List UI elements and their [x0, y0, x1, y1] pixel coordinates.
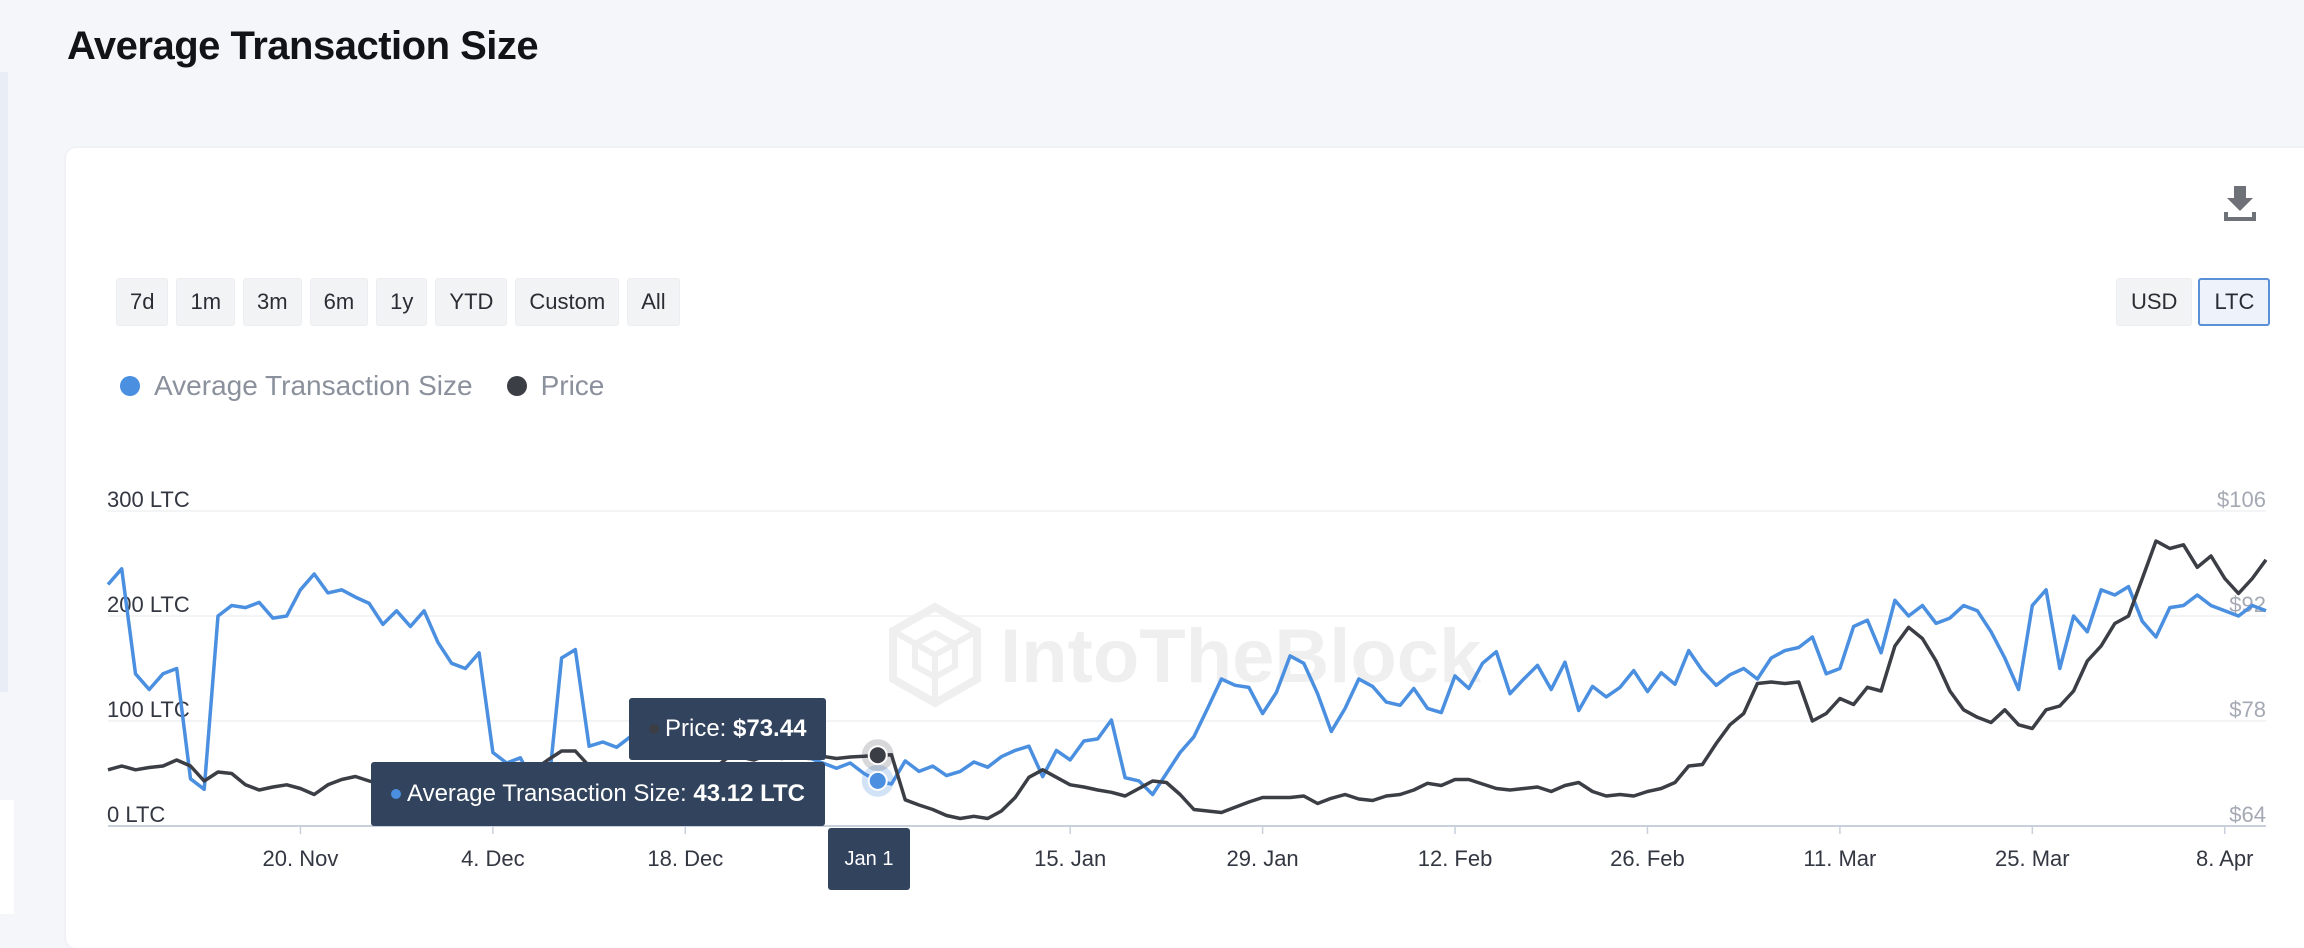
tooltip-price-value: $73.44: [733, 715, 807, 742]
unit-selector: USD LTC: [2116, 278, 2271, 326]
x-tick-label: 11. Mar: [1803, 846, 1876, 871]
y-left-tick-label: 100 LTC: [107, 697, 190, 722]
y-axis-left: 0 LTC 100 LTC 200 LTC 300 LTC: [107, 487, 190, 827]
x-tick-label: 25. Mar: [1995, 846, 2070, 871]
range-button-all[interactable]: All: [627, 278, 680, 326]
y-right-tick-label: $78: [2229, 697, 2266, 722]
y-left-tick-label: 200 LTC: [107, 592, 190, 617]
range-button-3m[interactable]: 3m: [243, 278, 302, 326]
y-right-tick-label: $106: [2217, 487, 2266, 512]
y-right-tick-label: $64: [2229, 802, 2266, 827]
unit-button-usd[interactable]: USD: [2116, 278, 2193, 326]
x-tick-label: 29. Jan: [1227, 846, 1299, 871]
x-axis: 20. Nov 4. Dec 18. Dec 15. Jan 29. Jan 12. Fe…: [263, 826, 2254, 871]
hover-markers: [861, 739, 894, 797]
legend-label-price: Price: [540, 370, 605, 401]
range-selector: 7d 1m 3m 6m 1y YTD Custom All: [116, 278, 680, 326]
tooltip-price-dot: [649, 724, 659, 734]
y-right-tick-label: $92: [2229, 592, 2266, 617]
legend-dot-price: [506, 376, 527, 396]
range-button-1m[interactable]: 1m: [176, 278, 236, 326]
x-tick-label: 18. Dec: [647, 846, 723, 871]
legend-label-ats: Average Transaction Size: [154, 370, 473, 401]
range-button-ytd[interactable]: YTD: [435, 278, 508, 326]
tooltip-ats-label: Average Transaction Size:: [407, 780, 694, 807]
y-left-tick-label: 0 LTC: [107, 802, 165, 827]
tooltip-date: Jan 1: [828, 828, 910, 890]
legend-item-average-transaction-size[interactable]: Average Transaction Size: [120, 370, 473, 402]
x-tick-label: 4. Dec: [461, 846, 525, 871]
page-title: Average Transaction Size: [67, 24, 539, 68]
chart-legend: Average Transaction Size Price: [120, 370, 604, 402]
tooltip-ats-dot: [391, 789, 401, 799]
unit-button-ltc[interactable]: LTC: [2198, 278, 2271, 326]
range-button-7d[interactable]: 7d: [116, 278, 169, 326]
range-button-6m[interactable]: 6m: [309, 278, 369, 326]
tooltip-price-label: Price:: [665, 715, 734, 742]
tooltip-ats-value: 43.12 LTC: [693, 780, 805, 807]
y-axis-right: $64 $78 $92 $106: [2217, 487, 2266, 827]
x-tick-label: 12. Feb: [1418, 846, 1493, 871]
sidebar-edge-lower: [0, 800, 14, 914]
series-line-average-transaction-size: [106, 567, 2267, 797]
y-left-tick-label: 300 LTC: [107, 487, 190, 512]
hover-point-price: [867, 745, 888, 766]
range-button-custom[interactable]: Custom: [515, 278, 620, 326]
x-tick-label: 15. Jan: [1034, 846, 1106, 871]
tooltip-price: Price: $73.44: [629, 698, 827, 760]
hover-point-ats: [867, 770, 888, 791]
x-tick-label: 20. Nov: [263, 846, 339, 871]
tooltip-ats: Average Transaction Size: 43.12 LTC: [371, 762, 825, 826]
download-icon[interactable]: [2222, 184, 2258, 224]
legend-dot-ats: [120, 376, 140, 396]
x-tick-label: 8. Apr: [2196, 846, 2253, 871]
watermark: IntoTheBlock: [889, 602, 1482, 708]
range-button-1y[interactable]: 1y: [376, 278, 428, 326]
x-tick-label: 26. Feb: [1610, 846, 1685, 871]
legend-item-price[interactable]: Price: [506, 370, 605, 402]
sidebar-edge: [0, 72, 8, 692]
